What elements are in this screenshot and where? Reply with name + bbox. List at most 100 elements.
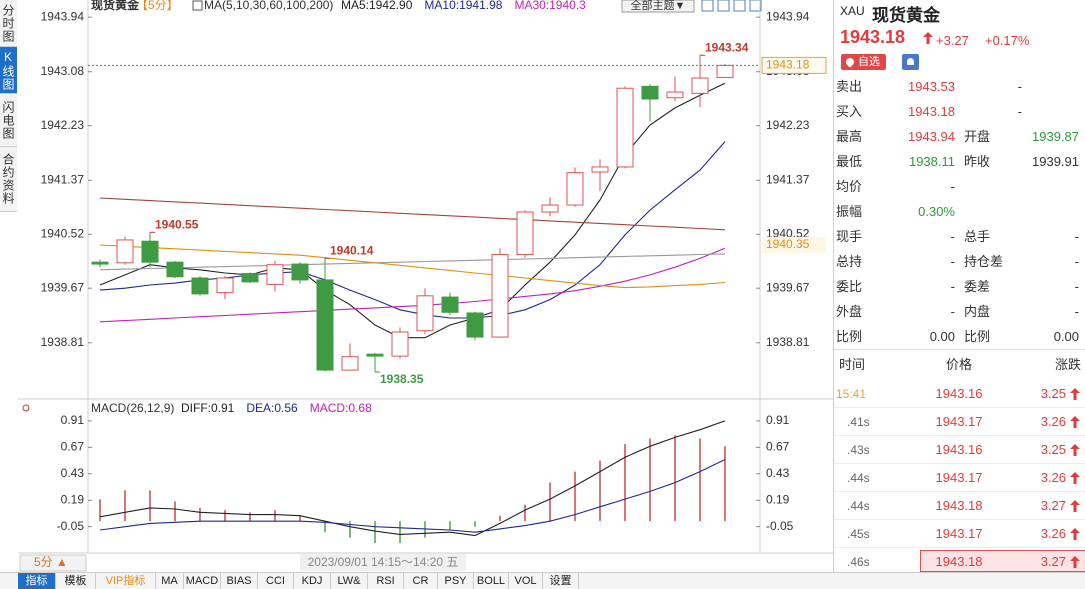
candle-body <box>716 64 734 78</box>
indicator-toolbar: 指标 模板 VIP指标 MA MACD BIAS CCI KDJ LW& RSI CR PSY BOLL… <box>0 572 1085 589</box>
stat-value: - <box>950 179 955 194</box>
toolbar-tab[interactable]: CR <box>404 573 438 589</box>
toolbar-tab[interactable]: BOLL <box>474 573 509 589</box>
theme-button-bg[interactable] <box>621 0 695 13</box>
stat-label: 开盘 <box>964 129 991 144</box>
toolbar-tab[interactable]: VIP指标 <box>96 573 156 589</box>
trade-change: 3.27 <box>1040 498 1066 513</box>
macd-line <box>99 459 726 533</box>
y-tick-label: 0.67 <box>766 440 790 454</box>
y-tick-label: 1942.23 <box>766 118 810 132</box>
trade-price: 1943.18 <box>935 498 983 513</box>
y-tick-label: 0.43 <box>61 466 85 480</box>
icon[interactable] <box>717 0 730 12</box>
stat-label: 买入 <box>836 104 863 119</box>
legend-toggle[interactable] <box>192 0 203 11</box>
toolbar-tab[interactable]: CCI <box>258 573 294 589</box>
candle-body <box>466 312 484 338</box>
y-tick-label: -0.05 <box>766 519 794 533</box>
trades-header: 涨跌 <box>1054 357 1081 372</box>
trade-time: .41s <box>847 415 870 429</box>
candle-body <box>116 239 134 264</box>
up-arrow-shape <box>1070 444 1080 456</box>
trade-change: 3.26 <box>1040 526 1066 541</box>
trade-change: 3.26 <box>1040 470 1066 485</box>
y-tick-label: 1938.81 <box>41 335 85 349</box>
period-label: 【5分】 <box>136 0 179 12</box>
y-tick-label: 1943.94 <box>766 9 810 23</box>
candle-body <box>366 353 384 357</box>
row-line <box>834 519 1085 520</box>
trade-time: 15:41 <box>836 387 867 401</box>
sidebar-tab[interactable]: 分时图 <box>0 0 17 47</box>
trade-time: .44s <box>847 471 870 485</box>
ma-line <box>99 253 726 271</box>
toolbar-tab[interactable]: 指标 <box>18 573 56 589</box>
legend-entry: DIFF:0.91 <box>181 401 235 415</box>
time-label-bg <box>300 554 466 571</box>
trade-time: .46s <box>847 555 870 569</box>
candle-body <box>341 356 359 371</box>
sidebar-tab[interactable]: K线图 <box>0 47 17 94</box>
y-tick-label: 1940.52 <box>41 226 85 240</box>
toolbar-tab[interactable]: MA <box>156 573 184 589</box>
y-tick-label: 1938.81 <box>766 335 810 349</box>
up-arrow <box>1070 556 1080 568</box>
toolbar-tab[interactable]: LW& <box>331 573 368 589</box>
toolbar-tab[interactable]: 设置 <box>543 573 579 589</box>
row-highlight <box>920 550 1085 572</box>
ma-line <box>99 197 726 231</box>
annotation: 1938.35 <box>380 372 424 386</box>
y-tick-label: 1943.08 <box>41 64 85 78</box>
toolbar-tab[interactable]: 模板 <box>56 573 96 589</box>
trade-time: .45s <box>847 527 870 541</box>
icon[interactable] <box>733 0 746 12</box>
candle-body <box>291 263 309 281</box>
stat-value: - <box>1074 304 1079 319</box>
period-button[interactable]: 5分 ▲ <box>34 555 68 569</box>
toolbar-tab[interactable]: BIAS <box>221 573 258 589</box>
trade-price: 1943.17 <box>935 470 983 485</box>
toolbar-tab[interactable]: VOL <box>509 573 543 589</box>
icon[interactable] <box>749 0 762 12</box>
instrument-name: 现货黄金 <box>872 6 940 25</box>
up-arrow-shape <box>1070 388 1080 400</box>
stat-label: 委比 <box>836 279 863 294</box>
trade-change: 3.25 <box>1040 386 1066 401</box>
macd-title: MACD(26,12,9) <box>91 401 174 415</box>
icon[interactable] <box>701 0 714 12</box>
legend-entry: MA5:1942.90 <box>341 0 413 12</box>
row-line <box>834 463 1085 464</box>
trade-price: 1943.17 <box>935 414 983 429</box>
legend-entry: MACD:0.68 <box>310 401 372 415</box>
stat-label: 内盘 <box>964 304 991 319</box>
stat-label: 持仓差 <box>964 254 1004 269</box>
up-arrow-shape <box>1070 472 1080 484</box>
stat-label: 卖出 <box>836 79 863 94</box>
annotation: 1940.14 <box>330 244 374 258</box>
chart-bg <box>18 0 833 572</box>
sidebar-tab[interactable]: 闪电图 <box>0 94 17 147</box>
up-arrow <box>1070 388 1080 400</box>
stat-label: 最高 <box>836 129 863 144</box>
toolbar-tab[interactable]: KDJ <box>294 573 331 589</box>
stat-value: 1939.91 <box>1032 154 1079 169</box>
y-tick-label: 0.19 <box>61 492 85 506</box>
toolbar-tab[interactable]: MACD <box>184 573 221 589</box>
candle-body <box>516 211 534 256</box>
candle-body <box>166 261 184 278</box>
stat-value: 1943.94 <box>908 129 955 144</box>
legend-title: MA(5,10,30,60,100,200) <box>204 0 333 12</box>
annotation: 1943.34 <box>705 40 749 54</box>
period-button-bg[interactable] <box>19 554 87 572</box>
up-arrow <box>1070 500 1080 512</box>
toolbar-tab[interactable]: PSY <box>438 573 474 589</box>
last-price: 1943.18 <box>840 27 906 47</box>
toolbar-tab[interactable]: RSI <box>368 573 404 589</box>
theme-button[interactable]: 全部主题▼ <box>631 0 686 12</box>
stat-value: - <box>950 279 955 294</box>
candle-body <box>616 87 634 168</box>
icon[interactable] <box>22 404 30 412</box>
sidebar-tab[interactable]: 合约资料 <box>0 147 17 212</box>
